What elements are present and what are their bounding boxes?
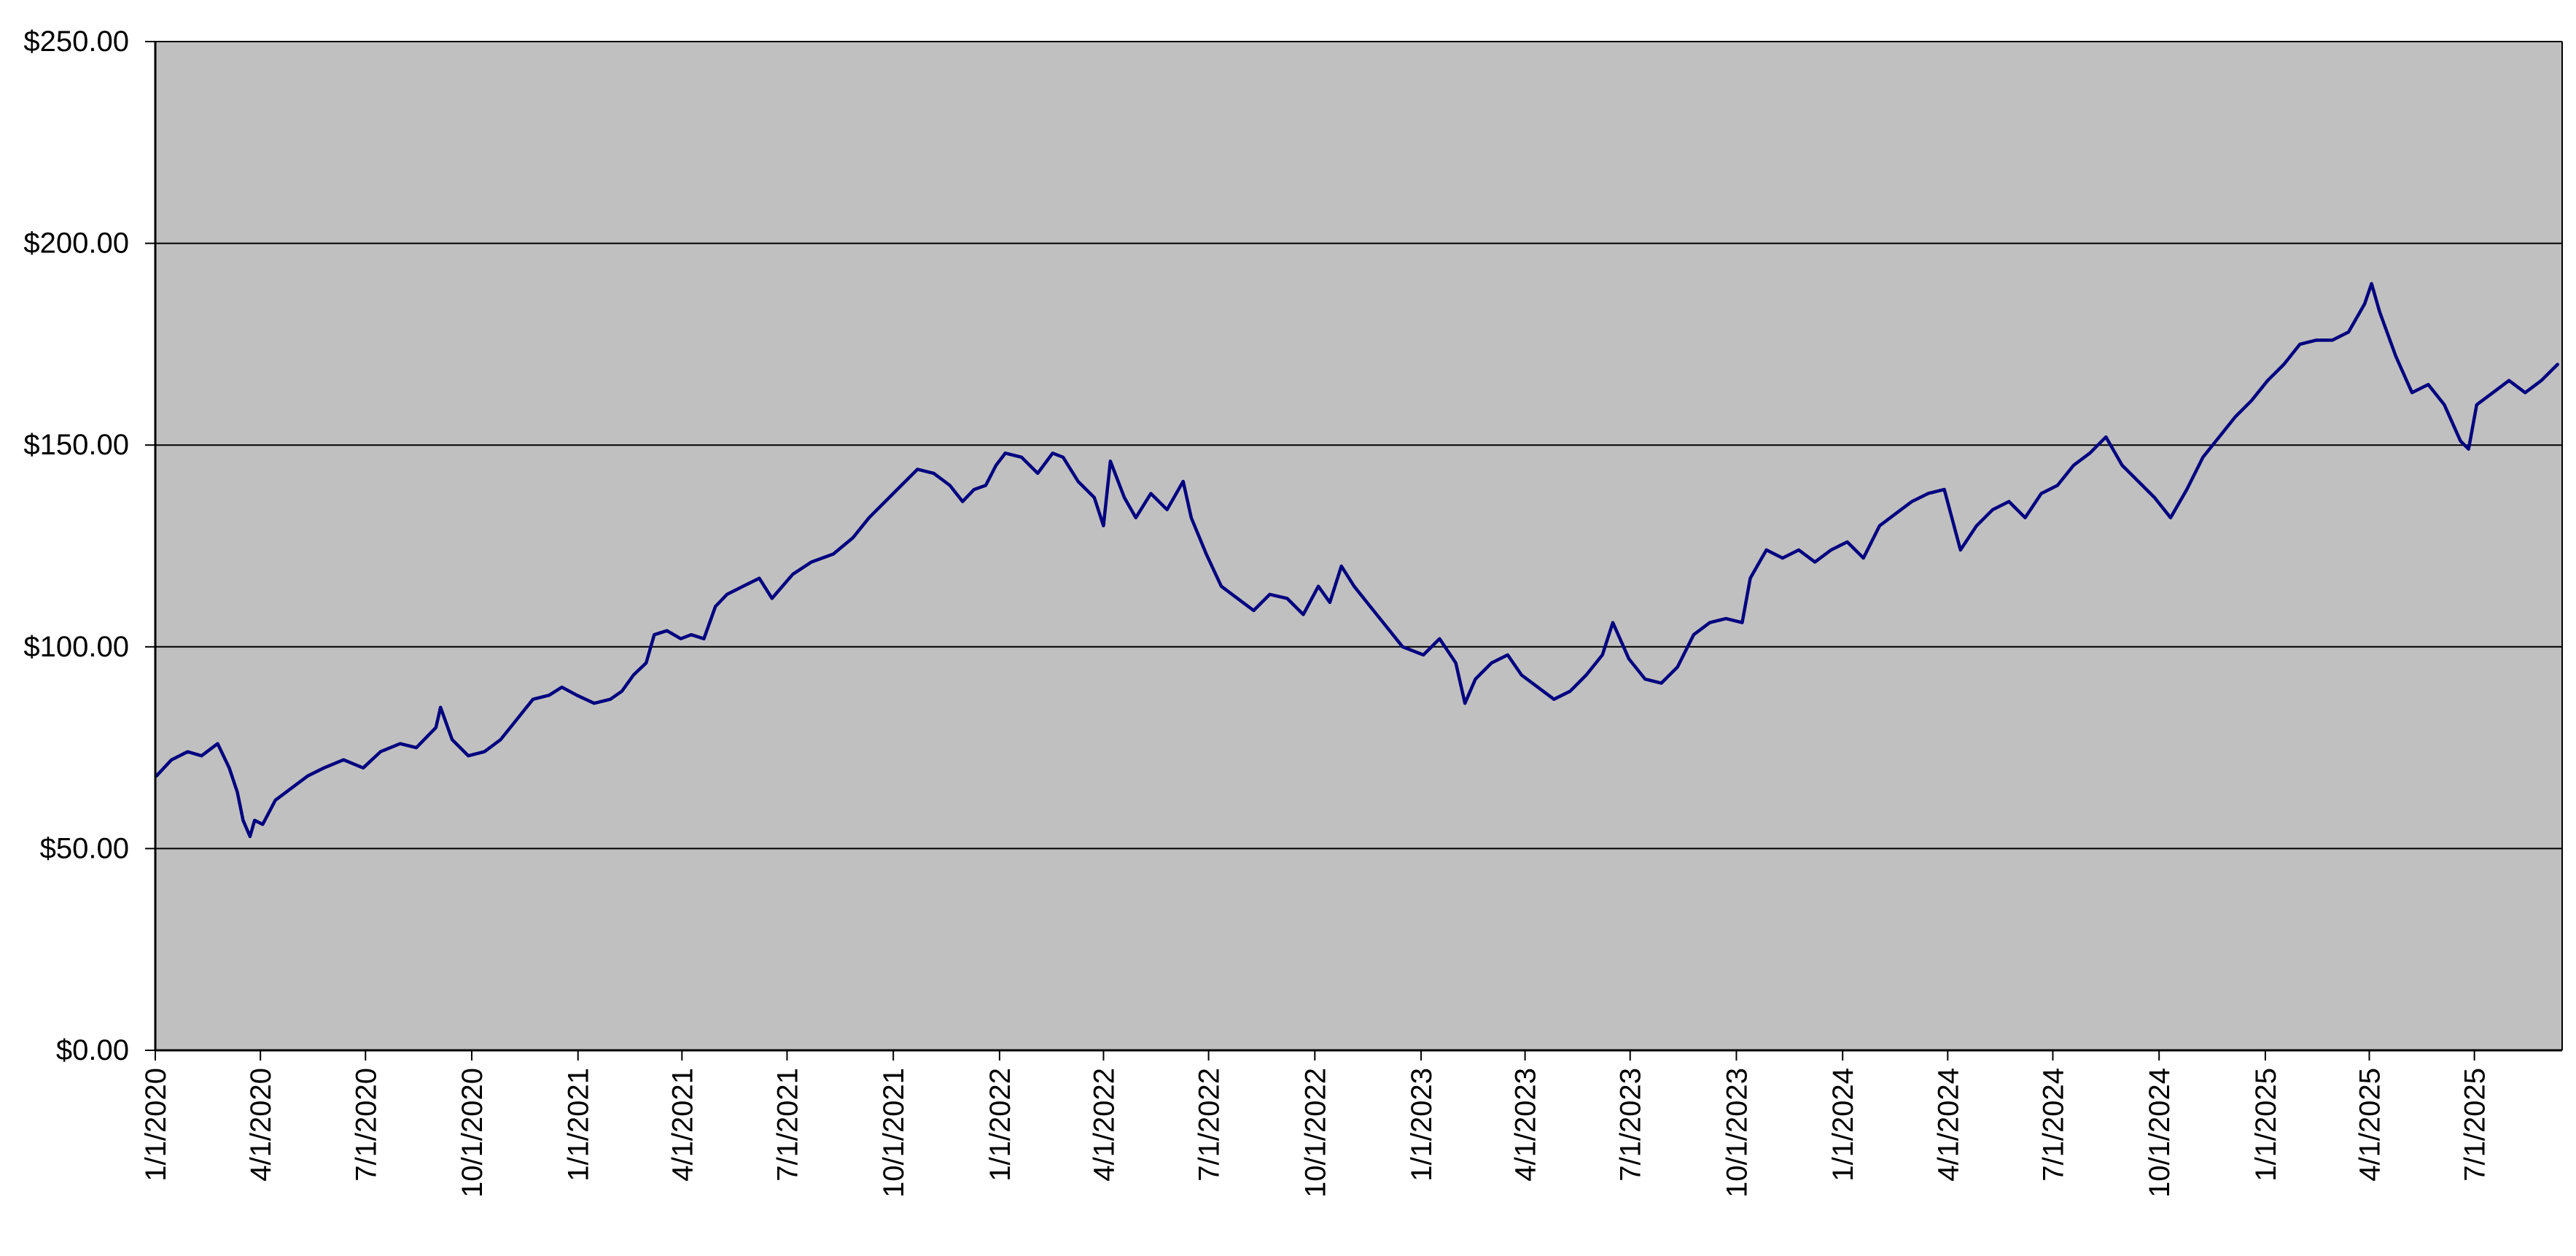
x-tick-label-16: 1/1/2024 <box>1827 1068 1859 1182</box>
x-tick-label-1: 4/1/2020 <box>245 1068 277 1182</box>
y-tick-label-3: $150.00 <box>23 429 129 461</box>
gridlines <box>155 242 2562 850</box>
y-tick-label-4: $200.00 <box>23 228 129 260</box>
x-tick-label-18: 7/1/2024 <box>2037 1068 2069 1182</box>
x-tick-label-13: 4/1/2023 <box>1510 1068 1542 1182</box>
x-tick-label-17: 4/1/2024 <box>1932 1068 1964 1182</box>
x-tick-label-8: 1/1/2022 <box>984 1068 1016 1182</box>
x-tick-label-11: 10/1/2022 <box>1299 1068 1331 1198</box>
series-layer <box>155 282 2559 839</box>
axes <box>154 41 2563 1052</box>
x-tick-label-6: 7/1/2021 <box>771 1068 803 1182</box>
x-tick-label-9: 4/1/2022 <box>1088 1068 1120 1182</box>
y-tick-label-5: $250.00 <box>23 26 129 58</box>
y-tick-label-2: $100.00 <box>23 631 129 663</box>
x-tick-label-2: 7/1/2020 <box>350 1068 382 1182</box>
x-tick-label-19: 10/1/2024 <box>2144 1068 2176 1198</box>
y-tick-label-0: $0.00 <box>56 1034 129 1066</box>
x-tick-label-12: 1/1/2023 <box>1406 1068 1438 1182</box>
series-line-0 <box>155 282 2559 839</box>
x-tick-label-5: 4/1/2021 <box>666 1068 699 1182</box>
x-tick-label-14: 7/1/2023 <box>1615 1068 1647 1182</box>
x-tick-label-7: 10/1/2021 <box>878 1068 910 1198</box>
x-tick-label-4: 1/1/2021 <box>563 1068 595 1182</box>
y-axis-tick-labels: $0.00 $50.00 $100.00 $150.00 $200.00 $250.00 <box>23 26 155 1066</box>
x-tick-label-21: 4/1/2025 <box>2354 1068 2386 1182</box>
x-axis-tick-labels: 1/1/2020 4/1/2020 7/1/2020 10/1/2020 1/1/202… <box>140 1050 2491 1198</box>
x-tick-label-22: 7/1/2025 <box>2459 1068 2491 1182</box>
y-tick-label-1: $50.00 <box>40 832 129 864</box>
x-tick-label-20: 1/1/2025 <box>2250 1068 2282 1182</box>
plot-area-background <box>155 42 2562 1050</box>
x-tick-label-3: 10/1/2020 <box>456 1068 489 1198</box>
x-tick-label-0: 1/1/2020 <box>140 1068 172 1182</box>
x-tick-label-10: 7/1/2022 <box>1194 1068 1226 1182</box>
x-tick-label-15: 10/1/2023 <box>1721 1068 1753 1198</box>
